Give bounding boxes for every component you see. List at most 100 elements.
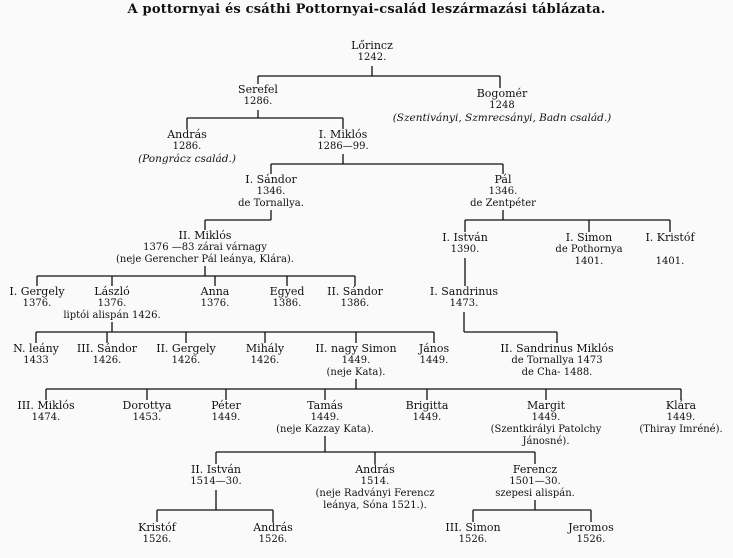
- person-spouse: leánya, Sóna 1521.).: [323, 500, 427, 511]
- person-date: 1426.: [171, 355, 201, 366]
- person-place: de Pothornya: [555, 244, 623, 255]
- person-date: 1449.: [531, 412, 561, 423]
- person-date: 1514—30.: [190, 476, 242, 487]
- person-date: 1376 —83 zárai várnagy: [143, 242, 267, 253]
- person-name: András: [355, 463, 395, 476]
- person-name: Anna: [200, 285, 230, 298]
- person-name: II. Sándor: [327, 285, 383, 298]
- person-date: 1248: [489, 100, 515, 111]
- person-andras-1514: András 1514. (neje Radványi Ferencz leán…: [316, 464, 435, 512]
- chart-title: A pottornyai és csáthi Pottornyai-család…: [127, 2, 606, 17]
- person-date: 1526.: [458, 534, 488, 545]
- person-name: III. Sándor: [76, 342, 138, 355]
- person-name: I. Sándor: [245, 173, 297, 186]
- person-name: Kristóf: [138, 521, 176, 534]
- person-name: Serefel: [238, 83, 278, 96]
- person-tamas: Tamás 1449. (neje Kazzay Kata).: [276, 400, 374, 436]
- person-date: 1242.: [357, 52, 387, 63]
- person-name: Tamás: [307, 399, 343, 412]
- person-office: liptói alispán 1426.: [63, 310, 161, 321]
- person-simon-iii: III. Simon 1526.: [445, 522, 500, 546]
- person-date: 1474.: [31, 412, 61, 423]
- person-name: I. Simon: [565, 231, 613, 244]
- person-kristof-ii: Kristóf 1526.: [138, 522, 176, 546]
- person-date: 1286—99.: [317, 141, 369, 152]
- person-sandrinus-ii: II. Sandrinus Miklós de Tornallya 1473 d…: [500, 343, 613, 379]
- person-name: Péter: [211, 399, 241, 412]
- person-place: de Cha- 1488.: [521, 367, 593, 378]
- person-place: de Tornallya 1473: [511, 355, 603, 366]
- person-date: 1449.: [419, 355, 449, 366]
- person-date: 1346.: [256, 186, 286, 197]
- person-name: III. Simon: [445, 521, 501, 534]
- person-brigitta: Brigitta 1449.: [406, 400, 449, 424]
- person-n-leany: N. leány 1433: [13, 343, 59, 367]
- person-place: de Zentpéter: [470, 198, 536, 209]
- person-date: 1449.: [211, 412, 241, 423]
- person-note: (Pongrácz család.): [138, 153, 236, 165]
- person-sandor-i: I. Sándor 1346. de Tornallya.: [238, 174, 304, 210]
- person-name: Pál: [494, 173, 512, 186]
- person-date: 1473.: [449, 298, 479, 309]
- person-margit: Margit 1449. (Szentkirályi Patolchy Jáno…: [491, 400, 602, 448]
- person-name: Egyed: [269, 285, 305, 298]
- person-date: 1449.: [666, 412, 696, 423]
- person-note: (Szentiványi, Szmrecsányi, Badn család.): [392, 112, 612, 124]
- person-spouse: (neje Kata).: [326, 367, 386, 378]
- person-date: 1401.: [655, 256, 685, 267]
- person-date: 1376.: [200, 298, 230, 309]
- person-mihaly: Mihály 1426.: [246, 343, 284, 367]
- person-spouse: Jánosné).: [522, 436, 570, 447]
- person-date: 1426.: [92, 355, 122, 366]
- person-name: András: [167, 128, 207, 141]
- person-date: 1390.: [450, 244, 480, 255]
- person-simon-ii: II. nagy Simon 1449. (neje Kata).: [315, 343, 396, 379]
- person-date: 1453.: [132, 412, 162, 423]
- person-spouse: (neje Gerencher Pál leánya, Klára).: [116, 254, 294, 265]
- person-name: I. István: [442, 231, 488, 244]
- person-office: szepesi alispán.: [495, 488, 575, 499]
- person-date: 1401.: [574, 256, 604, 267]
- person-sandor-iii: III. Sándor 1426.: [77, 343, 137, 367]
- person-spouse: (Thiray Imréné).: [639, 424, 723, 435]
- person-name: László: [94, 285, 130, 298]
- person-date: 1286.: [172, 141, 202, 152]
- person-miklos-i: I. Miklós 1286—99.: [317, 129, 368, 153]
- person-date: 1514.: [360, 476, 390, 487]
- person-name: II. István: [191, 463, 241, 476]
- person-name: N. leány: [13, 342, 59, 355]
- person-date: 1501—30.: [509, 476, 561, 487]
- person-sandor-ii: II. Sándor 1386.: [327, 286, 383, 310]
- person-andras-1286: András 1286. (Pongrácz család.): [138, 128, 236, 166]
- person-spouse: (neje Kazzay Kata).: [276, 424, 374, 435]
- person-spouse: (Szentkirályi Patolchy: [490, 424, 602, 435]
- person-miklos-iii: III. Miklós 1474.: [17, 400, 74, 424]
- person-sandrinus-i: I. Sandrinus 1473.: [430, 286, 498, 310]
- person-name: Bogomér: [476, 87, 528, 100]
- person-peter: Péter 1449.: [211, 400, 241, 424]
- person-date: 1386.: [272, 298, 302, 309]
- person-gergely-ii: II. Gergely 1426.: [156, 343, 216, 367]
- person-date: 1526.: [258, 534, 288, 545]
- person-janos: János 1449.: [419, 343, 449, 367]
- person-anna: Anna 1376.: [201, 286, 230, 310]
- person-name: II. Gergely: [156, 342, 216, 355]
- person-name: Brigitta: [405, 399, 449, 412]
- person-date: 1433: [23, 355, 49, 366]
- person-name: II. Miklós: [178, 229, 232, 242]
- person-name: Margit: [526, 399, 566, 412]
- person-jeromos: Jeromos 1526.: [568, 522, 614, 546]
- person-date: 1526.: [576, 534, 606, 545]
- person-name: II. nagy Simon: [315, 342, 397, 355]
- person-name: I. Sandrinus: [429, 285, 499, 298]
- person-date: 1449.: [412, 412, 442, 423]
- person-name: János: [418, 342, 450, 355]
- person-serefel: Serefel 1286.: [238, 84, 278, 108]
- person-istvan-i: I. István 1390.: [442, 232, 488, 256]
- person-kristof-i: I. Kristóf 1401.: [645, 232, 694, 268]
- person-date: 1376.: [22, 298, 52, 309]
- person-istvan-ii: II. István 1514—30.: [190, 464, 241, 488]
- person-date: 1426.: [250, 355, 280, 366]
- person-name: III. Miklós: [17, 399, 75, 412]
